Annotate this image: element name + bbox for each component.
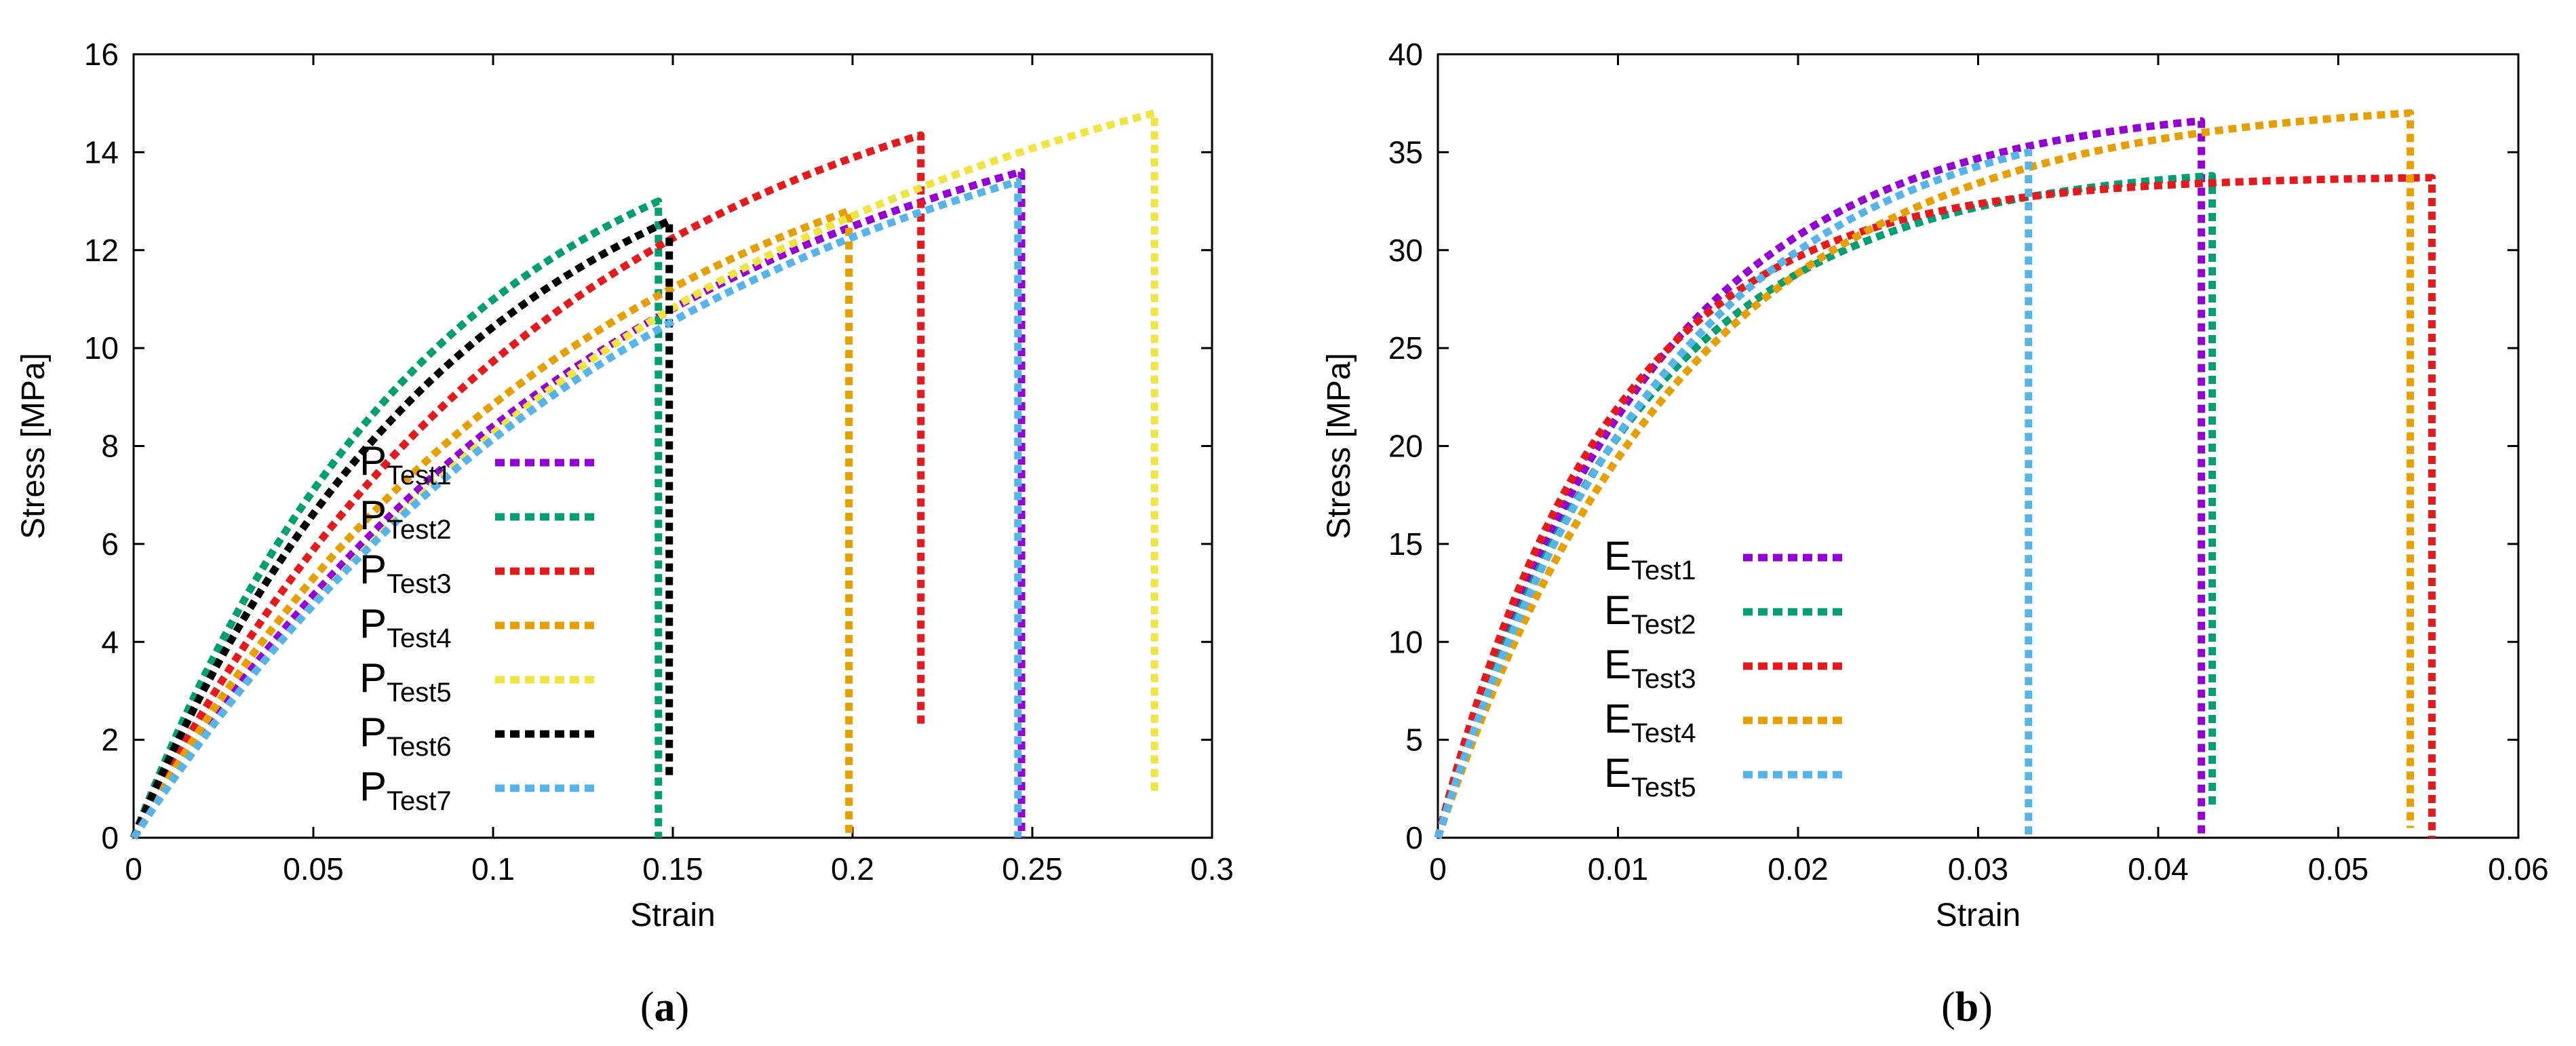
legend-symbol: P	[359, 492, 387, 538]
series-line-e-test2	[1434, 172, 2217, 839]
legend-label: PTest2	[359, 492, 452, 545]
y-tick-label: 16	[84, 37, 119, 72]
x-axis-label: Strain	[1936, 897, 2021, 933]
legend-subscript: Test1	[387, 461, 452, 490]
legend-subscript: Test3	[387, 569, 452, 599]
legend-subscript: Test4	[387, 623, 452, 653]
legend-symbol: E	[1604, 533, 1631, 579]
legend-subscript: Test2	[387, 515, 452, 545]
legend-symbol: P	[359, 764, 387, 809]
series-line-e-test3	[1434, 174, 2436, 839]
legend-symbol: E	[1604, 696, 1631, 741]
chart-a: 0 0.05 0.1 0.15 0.2 0.25 0.3 0 2 4 6 8 10 12 14 16 Strai…	[16, 37, 1234, 1030]
legend-subscript: Test2	[1631, 610, 1696, 640]
series-line-p-test7	[130, 178, 1022, 840]
legend-symbol: E	[1604, 587, 1631, 633]
series-line-p-test3	[130, 131, 925, 840]
legend-label: ETest5	[1604, 750, 1696, 802]
y-tick-label: 0	[1405, 820, 1423, 855]
x-tick-label: 0.02	[1768, 851, 1829, 887]
series-line-e-test5	[1434, 148, 2033, 839]
x-tick-label: 0.2	[831, 851, 874, 887]
series-line-p-test2	[130, 197, 663, 839]
legend-label: ETest3	[1604, 642, 1696, 694]
y-tick-label: 40	[1388, 37, 1423, 72]
y-tick-label: 5	[1405, 722, 1423, 758]
legend-subscript: Test5	[387, 678, 452, 708]
legend-label: ETest4	[1604, 696, 1696, 748]
panel-caption: (b)	[1941, 984, 1993, 1030]
x-tick-label: 0.03	[1948, 851, 2009, 887]
caption-paren-close: )	[676, 984, 690, 1030]
y-tick-label: 14	[84, 134, 119, 170]
legend-subscript: Test6	[387, 732, 452, 762]
x-tick-label: 0.3	[1190, 851, 1234, 887]
series-line-p-test5	[130, 109, 1158, 840]
legend-label: PTest4	[359, 601, 452, 653]
x-tick-label: 0.25	[1002, 851, 1063, 887]
y-tick-label: 2	[101, 722, 119, 758]
y-axis-label: Stress [MPa]	[1321, 353, 1357, 539]
y-tick-label: 20	[1388, 429, 1423, 464]
legend-subscript: Test1	[1631, 556, 1696, 585]
legend-label: PTest3	[359, 547, 452, 599]
y-tick-label: 12	[84, 233, 119, 268]
y-tick-label: 35	[1388, 134, 1423, 170]
y-tick-label: 4	[101, 624, 119, 659]
x-tick-label: 0	[125, 851, 142, 887]
legend-subscript: Test5	[1631, 773, 1696, 802]
x-tick-label: 0.06	[2488, 851, 2549, 887]
y-tick-label: 0	[101, 820, 119, 855]
caption-paren-open: (	[640, 984, 655, 1030]
series-line-e-test4	[1434, 109, 2415, 839]
series-line-p-test4	[130, 207, 853, 840]
legend-label: PTest1	[359, 438, 452, 490]
series-line-p-test6	[130, 216, 674, 840]
y-tick-label: 10	[84, 330, 119, 366]
caption-paren-close: )	[1978, 984, 1993, 1030]
x-axis-label: Strain	[630, 897, 715, 933]
legend-label: ETest2	[1604, 587, 1696, 640]
y-tick-label: 25	[1388, 330, 1423, 366]
legend: PTest1PTest2PTest3PTest4PTest5PTest6PTes…	[359, 438, 597, 816]
legend-symbol: P	[359, 710, 387, 755]
x-tick-label: 0.05	[2308, 851, 2369, 887]
legend-label: ETest1	[1604, 533, 1696, 585]
legend-label: PTest7	[359, 764, 452, 816]
chart-b: 0 0.01 0.02 0.03 0.04 0.05 0.06 0 5 10 15 20 25 30 35 4…	[1321, 37, 2549, 1030]
legend-symbol: P	[359, 438, 387, 484]
legend-label: PTest5	[359, 655, 452, 708]
caption-letter: b	[1955, 984, 1978, 1030]
caption-letter: a	[655, 984, 676, 1030]
x-tick-label: 0.05	[283, 851, 344, 887]
y-tick-label: 6	[101, 526, 119, 562]
y-tick-label: 15	[1388, 526, 1423, 562]
y-tick-label: 10	[1388, 624, 1423, 659]
legend-subscript: Test3	[1631, 664, 1696, 694]
legend-symbol: P	[359, 547, 387, 592]
x-tick-label: 0.1	[471, 851, 515, 887]
x-tick-label: 0.01	[1588, 851, 1649, 887]
series-line-p-test1	[130, 168, 1026, 840]
legend-symbol: E	[1604, 642, 1631, 687]
legend-label: PTest6	[359, 710, 452, 762]
y-tick-label: 30	[1388, 233, 1423, 268]
panel-caption: (a)	[640, 984, 689, 1030]
y-tick-label: 8	[101, 429, 119, 464]
legend-symbol: P	[359, 601, 387, 646]
x-tick-label: 0	[1429, 851, 1447, 887]
legend-subscript: Test7	[387, 786, 452, 816]
legend-subscript: Test4	[1631, 718, 1696, 748]
series-line-e-test1	[1434, 117, 2206, 839]
legend-symbol: P	[359, 655, 387, 701]
legend-symbol: E	[1604, 750, 1631, 796]
caption-paren-open: (	[1941, 984, 1955, 1030]
x-tick-label: 0.04	[2128, 851, 2189, 887]
x-tick-label: 0.15	[642, 851, 703, 887]
y-axis-label: Stress [MPa]	[16, 353, 52, 539]
